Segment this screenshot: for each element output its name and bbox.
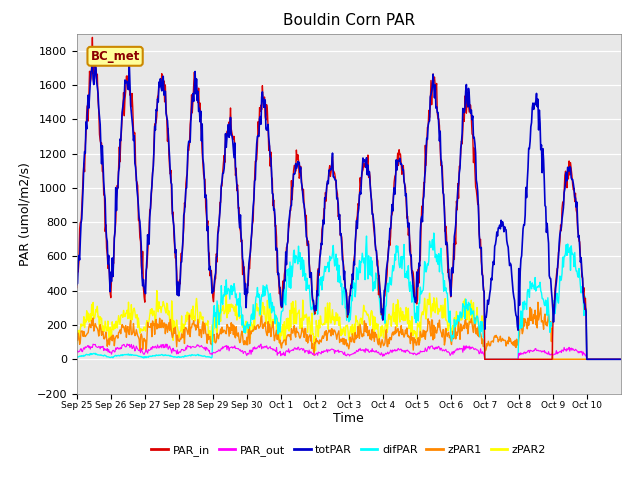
totPAR <box>237 234 245 240</box>
PAR_in <box>285 226 292 231</box>
zPAR1 <box>284 332 292 338</box>
zPAR1 <box>616 357 624 362</box>
difPAR <box>616 357 624 362</box>
Line: PAR_in: PAR_in <box>77 37 620 360</box>
totPAR <box>616 357 624 362</box>
zPAR2 <box>481 357 489 362</box>
totPAR <box>405 220 413 226</box>
Line: zPAR2: zPAR2 <box>77 290 620 360</box>
PAR_in <box>405 225 413 231</box>
zPAR2 <box>285 328 292 334</box>
difPAR <box>137 354 145 360</box>
difPAR <box>481 357 489 362</box>
zPAR2 <box>264 304 272 310</box>
PAR_in <box>138 263 145 268</box>
PAR_in <box>73 285 81 290</box>
PAR_out <box>405 348 413 354</box>
totPAR <box>264 121 272 127</box>
zPAR1 <box>237 339 244 345</box>
difPAR <box>404 263 412 269</box>
Line: totPAR: totPAR <box>77 60 620 360</box>
zPAR1 <box>435 324 443 330</box>
difPAR <box>436 269 444 275</box>
PAR_in <box>481 357 489 362</box>
PAR_out <box>237 349 245 355</box>
totPAR <box>285 221 292 227</box>
totPAR <box>73 282 81 288</box>
zPAR1 <box>73 335 81 340</box>
PAR_out <box>138 346 145 351</box>
PAR_in <box>88 35 96 40</box>
totPAR <box>138 243 145 249</box>
zPAR2 <box>436 309 444 314</box>
PAR_in <box>237 239 245 245</box>
PAR_out <box>264 346 272 352</box>
zPAR2 <box>237 314 245 320</box>
Legend: PAR_in, PAR_out, totPAR, difPAR, zPAR1, zPAR2: PAR_in, PAR_out, totPAR, difPAR, zPAR1, … <box>147 440 550 460</box>
X-axis label: Time: Time <box>333 412 364 425</box>
zPAR1 <box>264 333 271 338</box>
difPAR <box>284 272 292 278</box>
zPAR1 <box>534 300 542 305</box>
Title: Bouldin Corn PAR: Bouldin Corn PAR <box>283 13 415 28</box>
totPAR <box>583 357 591 362</box>
PAR_in <box>264 124 272 130</box>
Line: zPAR1: zPAR1 <box>77 302 620 360</box>
Line: difPAR: difPAR <box>77 233 620 360</box>
PAR_out <box>285 346 292 352</box>
totPAR <box>88 57 96 63</box>
PAR_in <box>436 123 444 129</box>
Y-axis label: PAR (umol/m2/s): PAR (umol/m2/s) <box>18 162 31 265</box>
Text: BC_met: BC_met <box>90 50 140 63</box>
difPAR <box>237 303 244 309</box>
zPAR2 <box>405 326 413 332</box>
difPAR <box>264 286 271 291</box>
PAR_out <box>436 346 444 351</box>
PAR_in <box>616 357 624 362</box>
Line: PAR_out: PAR_out <box>77 344 620 360</box>
zPAR2 <box>153 288 161 293</box>
totPAR <box>436 138 444 144</box>
difPAR <box>430 230 438 236</box>
zPAR2 <box>73 341 81 347</box>
difPAR <box>73 354 81 360</box>
zPAR2 <box>137 325 145 331</box>
zPAR1 <box>137 334 145 340</box>
PAR_out <box>124 341 131 347</box>
PAR_out <box>616 357 624 362</box>
PAR_out <box>73 350 81 356</box>
zPAR2 <box>616 357 624 362</box>
zPAR1 <box>404 333 412 338</box>
PAR_out <box>481 357 489 362</box>
zPAR1 <box>549 357 557 362</box>
